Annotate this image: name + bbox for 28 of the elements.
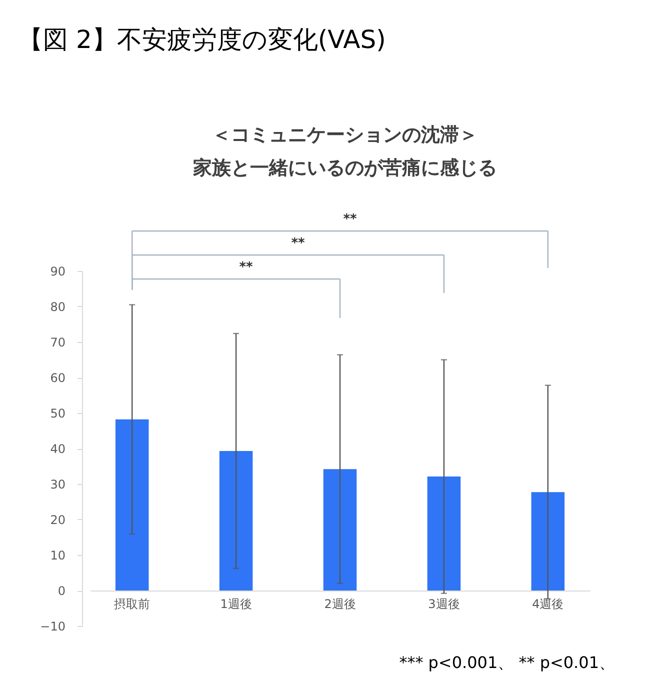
y-tick-label: 80	[50, 300, 66, 314]
bar	[323, 469, 357, 590]
y-tick-label: 70	[50, 336, 66, 350]
x-tick-label: 2週後	[324, 597, 356, 611]
text: *** p<0.001、 ** p<0.01、	[399, 653, 615, 672]
x-tick-label: 3週後	[428, 597, 460, 611]
y-tick-label: 10	[50, 548, 66, 562]
bar	[531, 492, 565, 590]
y-tick-label: −10	[40, 620, 66, 634]
bar	[219, 450, 253, 590]
y-tick-label: 0	[58, 584, 66, 598]
y-tick-label: 60	[50, 371, 66, 385]
x-tick-label: 1週後	[220, 597, 252, 611]
y-tick-label: 30	[50, 478, 66, 492]
annotation: **	[239, 260, 254, 275]
y-tick-label: 50	[50, 406, 66, 420]
chart-title: 【図 2】不安疲労度の変化(VAS)	[18, 25, 386, 54]
y-tick-label: 20	[50, 513, 66, 527]
text: **	[343, 212, 357, 227]
bar	[427, 476, 461, 590]
x-tick-label: 4週後	[532, 597, 564, 611]
text: **	[291, 236, 306, 251]
y-tick-label: 90	[50, 264, 66, 278]
text: ＜コミュニケーションの沈滞＞	[212, 124, 478, 146]
text: 家族と一緒にいるのが苦痛に感じる	[193, 157, 497, 179]
x-tick-label: 摂取前	[114, 597, 150, 611]
y-tick-label: 40	[50, 442, 66, 456]
bar	[115, 419, 149, 590]
